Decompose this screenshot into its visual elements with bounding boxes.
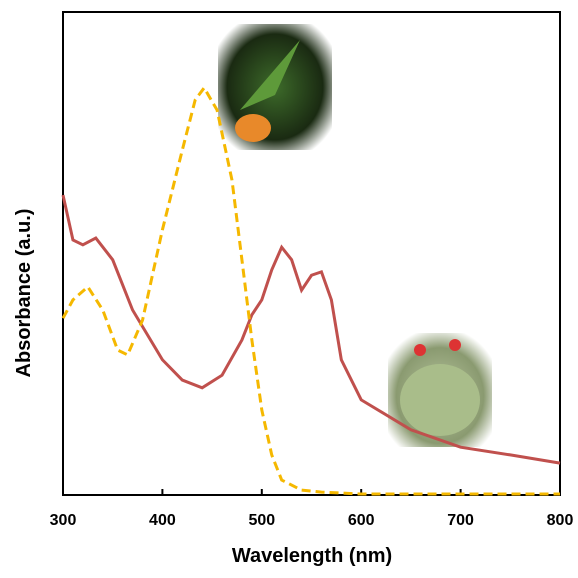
inset-photo bbox=[218, 24, 332, 150]
x-tick-label: 300 bbox=[50, 512, 77, 529]
spectrum-line bbox=[61, 194, 561, 465]
x-axis-label: Wavelength (nm) bbox=[232, 545, 392, 567]
x-tick-label: 800 bbox=[547, 512, 574, 529]
x-tick-label: 600 bbox=[348, 512, 375, 529]
x-tick-label: 700 bbox=[447, 512, 474, 529]
plot-frame bbox=[62, 11, 561, 496]
spectrum-line bbox=[61, 85, 560, 496]
y-axis-label: Absorbance (a.u.) bbox=[13, 209, 35, 378]
inset-photo bbox=[388, 333, 492, 447]
x-tick-label: 400 bbox=[149, 512, 176, 529]
x-tick-label: 500 bbox=[248, 512, 275, 529]
